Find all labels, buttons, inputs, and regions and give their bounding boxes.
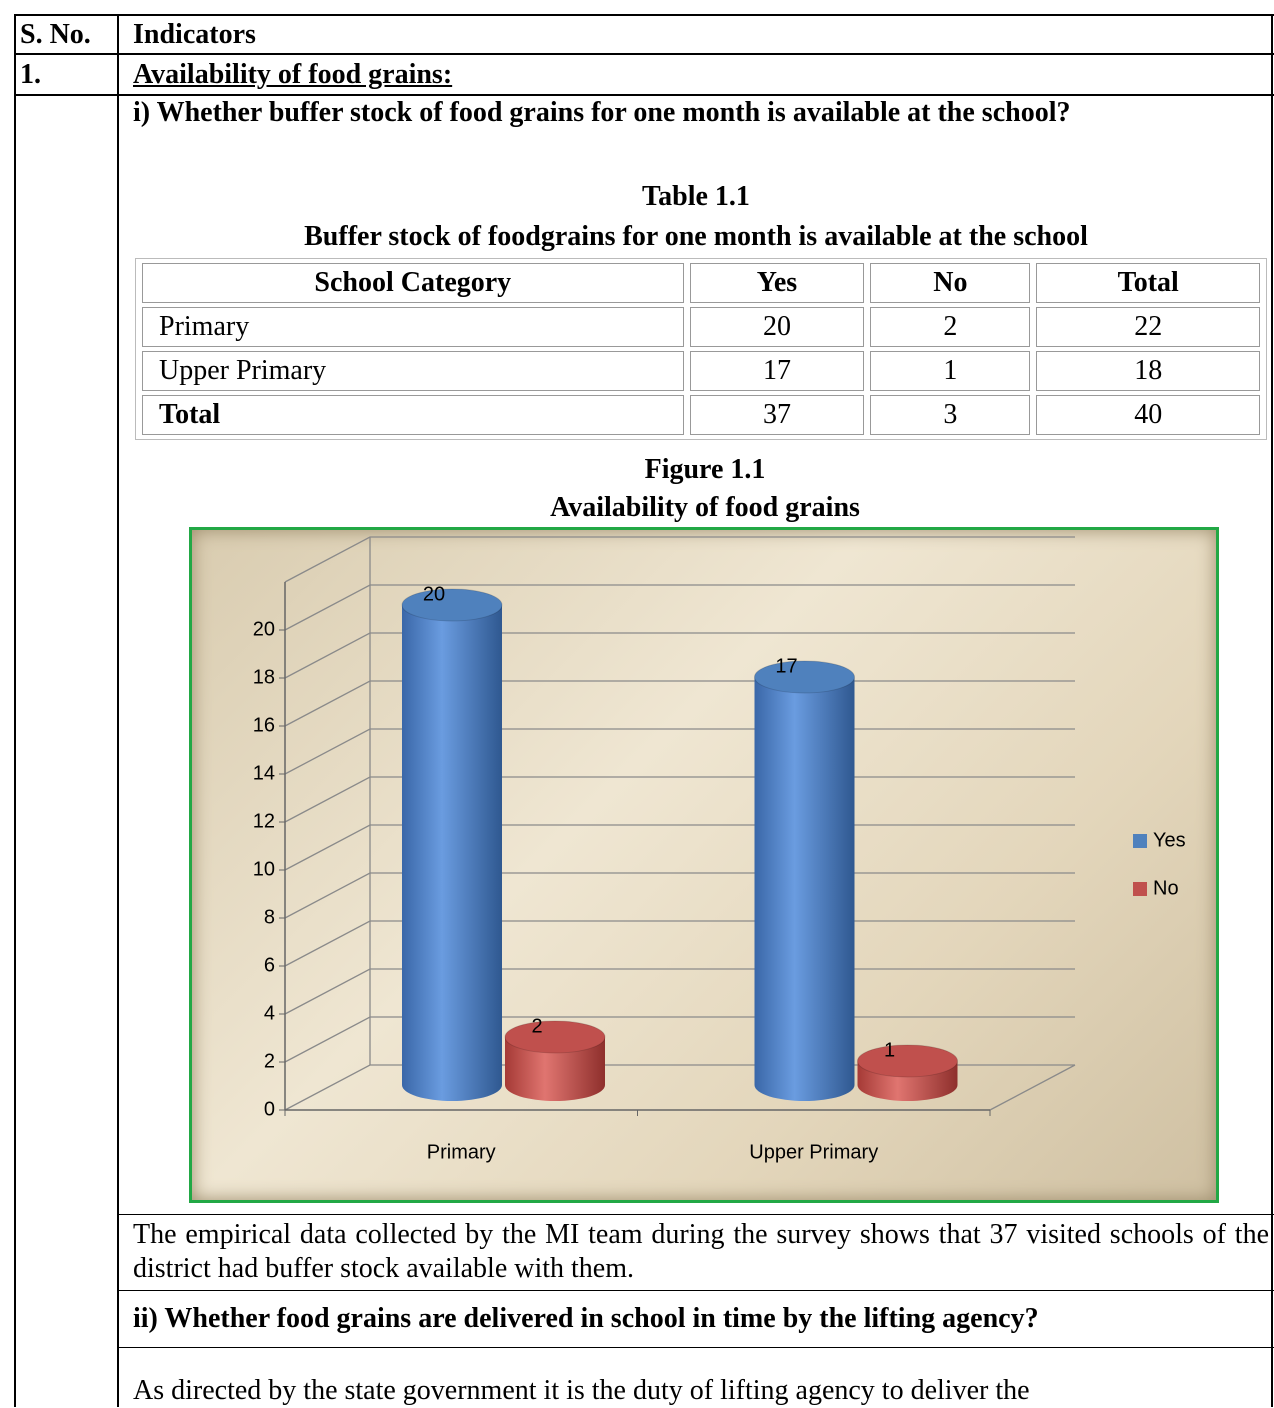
table-row: Primary 20 2 22 bbox=[142, 307, 1260, 347]
question: i) Whether buffer stock of food grains f… bbox=[133, 97, 1071, 128]
data-label: 2 bbox=[531, 1015, 542, 1037]
table-cell: Upper Primary bbox=[142, 351, 684, 391]
x-tick-label: Primary bbox=[427, 1141, 496, 1163]
cylinder-top bbox=[401, 588, 503, 622]
table-cell: Primary bbox=[142, 307, 684, 347]
data-label: 20 bbox=[423, 583, 445, 605]
data-label: 1 bbox=[884, 1039, 895, 1061]
table-cell: Total bbox=[142, 395, 684, 435]
bar bbox=[402, 605, 502, 1085]
rule bbox=[118, 1347, 1274, 1348]
table-cell: 22 bbox=[1036, 307, 1260, 347]
chart-title: Availability of food grains bbox=[550, 492, 860, 523]
y-tick-label: 6 bbox=[264, 954, 275, 976]
bar bbox=[754, 677, 855, 1085]
table-cell: 17 bbox=[689, 351, 865, 391]
cylinder-top bbox=[504, 1020, 606, 1054]
rule bbox=[1271, 14, 1273, 1407]
rule bbox=[118, 1214, 1274, 1215]
rule bbox=[14, 14, 16, 1407]
floor-edge bbox=[989, 1064, 1076, 1111]
data-table: School Category Yes No Total Primary 20 2 22 Upp… bbox=[135, 258, 1267, 440]
table-cell: 2 bbox=[870, 307, 1031, 347]
paragraph: As directed by the state government it i… bbox=[133, 1375, 1030, 1406]
legend-swatch bbox=[1133, 882, 1147, 896]
y-tick-label: 16 bbox=[253, 714, 275, 736]
grid-line bbox=[284, 584, 1075, 631]
table-row: School Category Yes No Total bbox=[142, 263, 1260, 303]
question: ii) Whether food grains are delivered in… bbox=[133, 1303, 1039, 1334]
rule bbox=[117, 14, 119, 1407]
table-cell: 3 bbox=[870, 395, 1031, 435]
legend-swatch bbox=[1133, 834, 1147, 848]
y-tick-label: 2 bbox=[264, 1050, 275, 1072]
cylinder-top bbox=[857, 1044, 958, 1078]
paragraph: The empirical data collected by the MI t… bbox=[133, 1219, 1269, 1284]
table-cell: Total bbox=[1036, 263, 1260, 303]
table-row: Upper Primary 17 1 18 bbox=[142, 351, 1260, 391]
data-label: 17 bbox=[775, 655, 797, 677]
table-cell: 18 bbox=[1036, 351, 1260, 391]
legend-label: No bbox=[1153, 877, 1179, 899]
table-title: Buffer stock of foodgrains for one month… bbox=[304, 221, 1088, 252]
table-cell: School Category bbox=[142, 263, 684, 303]
table-cell: 20 bbox=[689, 307, 865, 347]
y-tick-label: 14 bbox=[253, 762, 275, 784]
legend-label: Yes bbox=[1153, 829, 1186, 851]
table-row: Total 37 3 40 bbox=[142, 395, 1260, 435]
y-tick-label: 0 bbox=[264, 1098, 275, 1120]
section-title: Availability of food grains: bbox=[133, 59, 453, 90]
y-tick-label: 10 bbox=[253, 858, 275, 880]
header-indicators: Indicators bbox=[133, 19, 256, 50]
header-sno: S. No. bbox=[20, 19, 91, 50]
rule bbox=[14, 53, 1274, 55]
chart-frame bbox=[189, 527, 1219, 1203]
wall-edge bbox=[284, 536, 1075, 583]
y-tick-label: 18 bbox=[253, 666, 275, 688]
rule bbox=[14, 94, 1274, 96]
table-cell: No bbox=[870, 263, 1031, 303]
y-tick-label: 20 bbox=[253, 618, 275, 640]
table-cell: 37 bbox=[689, 395, 865, 435]
y-tick-label: 4 bbox=[264, 1002, 275, 1024]
figure-caption: Figure 1.1 bbox=[644, 454, 766, 485]
x-tick-label: Upper Primary bbox=[749, 1141, 878, 1163]
rule bbox=[118, 1290, 1274, 1291]
section-number: 1. bbox=[20, 59, 41, 90]
table-cell: 1 bbox=[870, 351, 1031, 391]
table-caption: Table 1.1 bbox=[642, 181, 750, 212]
y-tick-label: 8 bbox=[264, 906, 275, 928]
grid-line bbox=[284, 632, 1075, 679]
table-cell: 40 bbox=[1036, 395, 1260, 435]
cylinder-top bbox=[754, 660, 855, 694]
table-cell: Yes bbox=[689, 263, 865, 303]
y-tick-label: 12 bbox=[253, 810, 275, 832]
rule bbox=[14, 14, 1274, 16]
